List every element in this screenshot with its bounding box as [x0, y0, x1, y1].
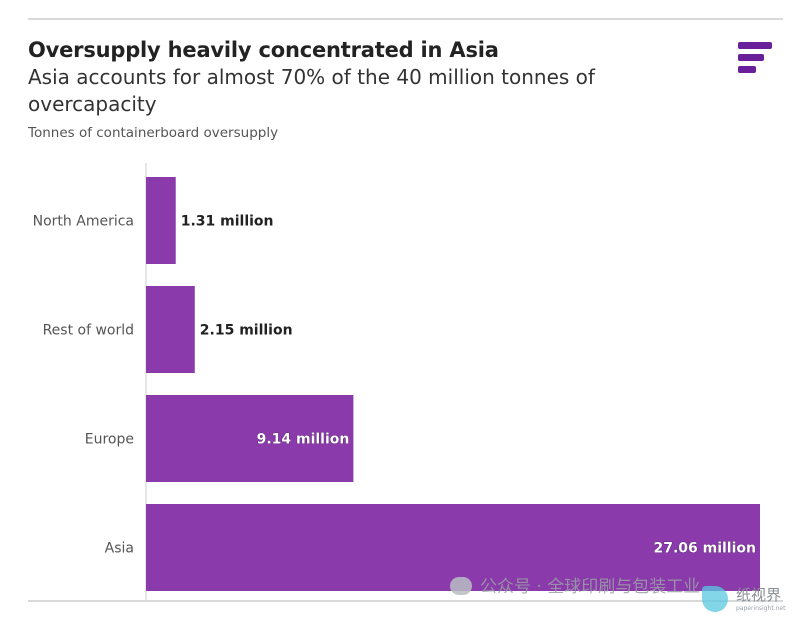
data-label: 27.06 million — [653, 541, 756, 557]
chart-title: Oversupply heavily concentrated in Asia — [28, 38, 499, 62]
bar-asia — [146, 504, 760, 591]
category-label: Rest of world — [43, 323, 134, 339]
watermark: 公众号 · 全球印刷与包装工业 — [450, 572, 700, 597]
data-label: 1.31 million — [181, 214, 274, 230]
brand-mark-icon — [702, 586, 728, 612]
chart-caption: Tonnes of containerboard oversupply — [28, 125, 279, 141]
brand-watermark-text: 纸视界 — [736, 586, 782, 604]
data-label: 9.14 million — [257, 432, 350, 448]
bar-europe — [146, 395, 354, 482]
top-rule — [28, 18, 783, 20]
bar-north-america — [146, 177, 176, 264]
category-label: North America — [33, 214, 134, 230]
category-label: Asia — [105, 541, 134, 557]
brand-watermark-sub: paperinsight.net — [736, 605, 786, 612]
chart-subtitle: Asia accounts for almost 70% of the 40 m… — [28, 65, 595, 116]
wechat-icon — [450, 577, 472, 595]
ft-logo-icon — [738, 42, 774, 82]
bottom-rule — [28, 600, 783, 602]
brand-watermark: 纸视界 paperinsight.net — [702, 584, 794, 616]
watermark-text: 公众号 · 全球印刷与包装工业 — [480, 577, 701, 597]
data-label: 2.15 million — [200, 323, 293, 339]
category-label: Europe — [85, 432, 134, 448]
bar-rest-of-world — [146, 286, 195, 373]
